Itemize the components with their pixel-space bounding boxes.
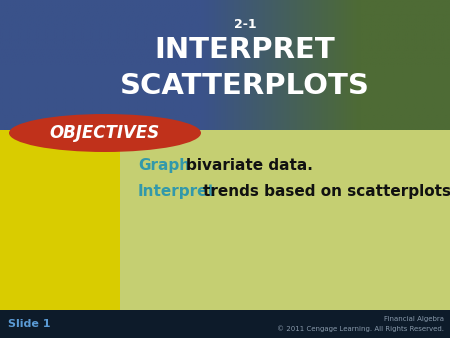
Bar [120,130,450,310]
Text: Graph: Graph [138,158,190,173]
Bar [0,310,450,338]
Ellipse shape [9,114,201,152]
Text: OBJECTIVES: OBJECTIVES [50,124,160,142]
Text: Interpret: Interpret [138,184,216,199]
Text: © 2011 Cengage Learning. All Rights Reserved.: © 2011 Cengage Learning. All Rights Rese… [277,325,444,332]
Text: SCATTERPLOTS: SCATTERPLOTS [120,72,370,100]
Text: 2-1: 2-1 [234,18,256,31]
Text: Slide 1: Slide 1 [8,319,50,329]
Text: INTERPRET: INTERPRET [155,36,335,64]
Bar [0,130,120,310]
Text: bivariate data.: bivariate data. [186,158,313,173]
Text: Financial Algebra: Financial Algebra [384,316,444,322]
Text: trends based on scatterplots.: trends based on scatterplots. [203,184,450,199]
